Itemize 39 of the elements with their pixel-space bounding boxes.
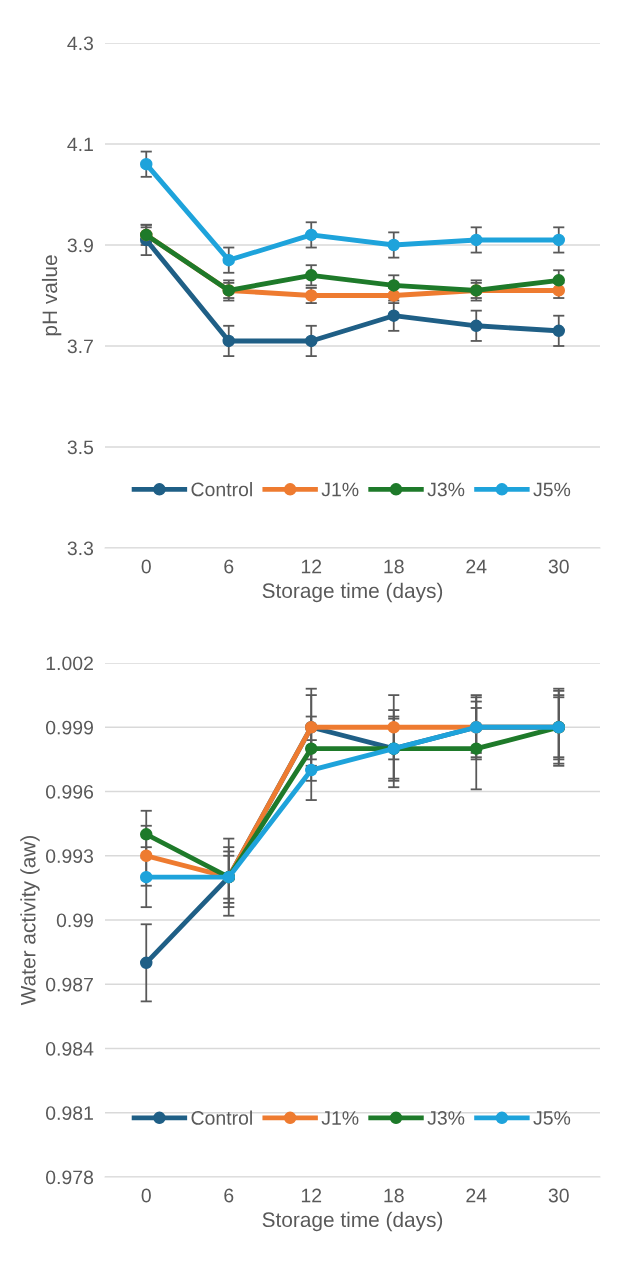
y-tick-label: 0.99 [56, 913, 93, 928]
legend-label: J5% [533, 1111, 571, 1125]
legend-label: Control [191, 1110, 252, 1125]
x-axis-title: Storage time (days) [262, 1211, 443, 1232]
x-tick-label: 6 [224, 559, 234, 574]
x-tick-label: 30 [548, 1188, 569, 1203]
legend-label: J5% [533, 482, 571, 497]
y-tick-label: 4.3 [67, 36, 94, 51]
x-tick-label: 24 [466, 559, 487, 574]
x-axis-title: Storage time (days) [262, 582, 443, 603]
legend-label: J1% [321, 1111, 359, 1125]
y-axis-title: pH value [41, 255, 62, 336]
x-tick-label: 0 [141, 559, 151, 574]
x-tick-label: 30 [548, 559, 569, 574]
x-tick-label: 0 [141, 1188, 151, 1203]
x-tick-label: 12 [301, 1188, 322, 1203]
x-tick-label: 18 [384, 1188, 404, 1203]
x-tick-label: 6 [224, 1188, 234, 1203]
y-tick-label: 0.981 [45, 1106, 93, 1120]
y-tick-label: 0.984 [45, 1041, 94, 1056]
legend-label: Control [191, 482, 252, 497]
y-tick-label: 3.9 [67, 238, 93, 253]
legend-label: J3% [427, 482, 465, 497]
x-tick-label: 24 [466, 1188, 487, 1203]
x-tick-label: 12 [301, 559, 322, 574]
y-tick-label: 0.996 [45, 784, 94, 799]
y-tick-label: 0.978 [45, 1170, 94, 1185]
y-tick-label: 3.7 [67, 339, 93, 354]
y-tick-label: 0.987 [45, 977, 93, 992]
y-tick-label: 3.3 [67, 541, 94, 556]
y-tick-label: 4.1 [67, 137, 93, 152]
legend-label: J3% [427, 1111, 465, 1125]
y-axis-title: Water activity (aw) [20, 836, 40, 1006]
y-tick-label: 0.993 [45, 849, 94, 863]
y-tick-label: 1.002 [46, 656, 93, 671]
x-tick-label: 18 [384, 559, 404, 574]
y-tick-label: 3.5 [67, 440, 94, 455]
legend-label: J1% [321, 482, 359, 497]
y-tick-label: 0.999 [45, 720, 93, 735]
